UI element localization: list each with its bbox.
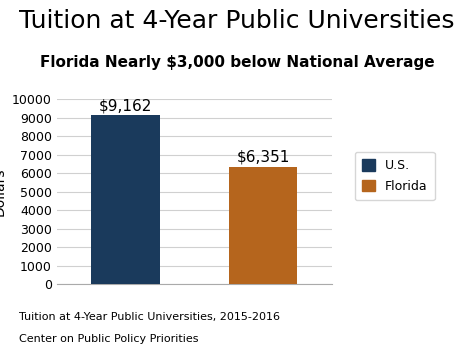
Text: Tuition at 4-Year Public Universities, 2015-2016: Tuition at 4-Year Public Universities, 2…: [19, 312, 280, 322]
Text: Florida Nearly $3,000 below National Average: Florida Nearly $3,000 below National Ave…: [40, 55, 434, 70]
Text: $6,351: $6,351: [237, 150, 290, 165]
Bar: [228, 167, 297, 284]
Bar: [91, 115, 160, 284]
Text: Tuition at 4-Year Public Universities: Tuition at 4-Year Public Universities: [19, 9, 455, 33]
Legend: U.S., Florida: U.S., Florida: [355, 152, 435, 200]
Text: $9,162: $9,162: [99, 98, 152, 113]
Y-axis label: Dollars: Dollars: [0, 168, 7, 216]
Text: Center on Public Policy Priorities: Center on Public Policy Priorities: [19, 334, 199, 344]
